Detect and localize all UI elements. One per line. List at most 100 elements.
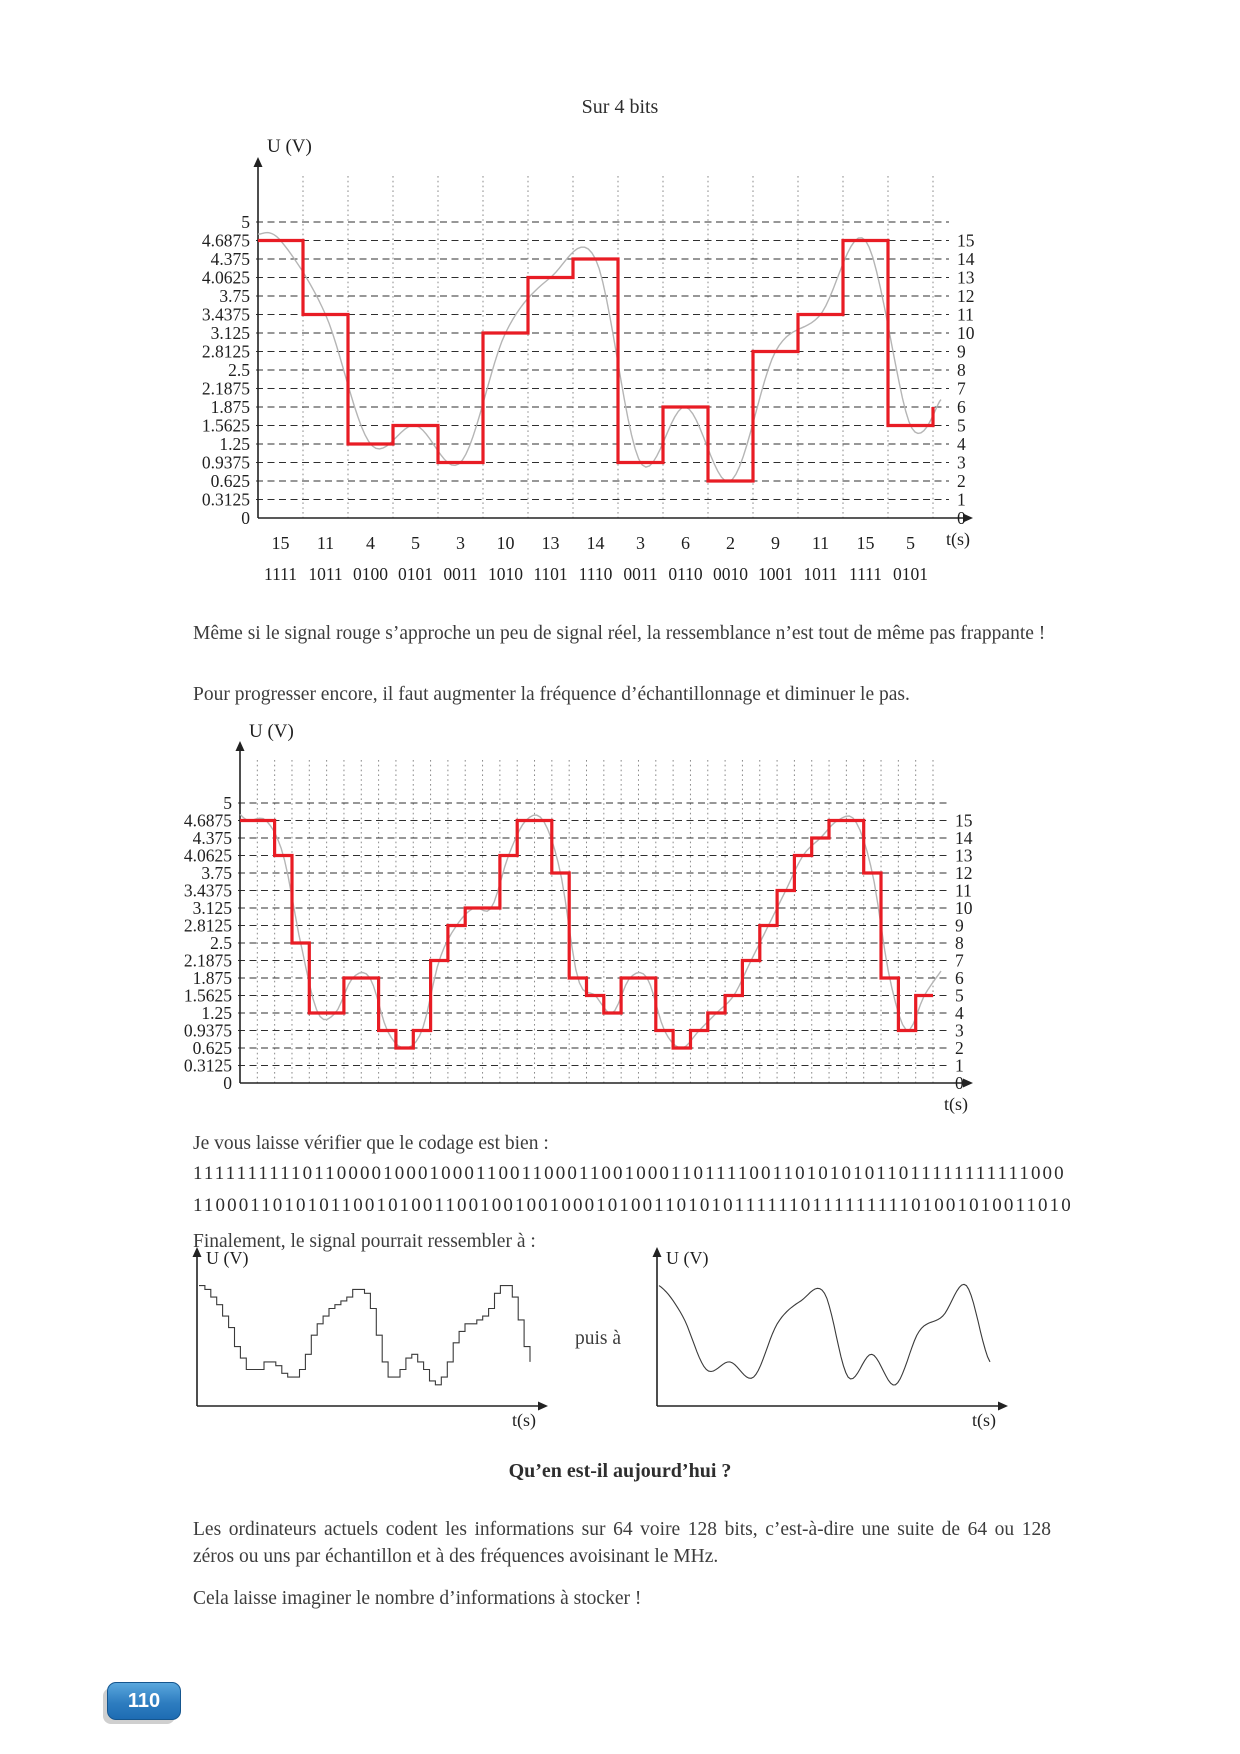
svg-text:0: 0 — [955, 1073, 964, 1093]
finally-text: Finalement, le signal pourrait ressemble… — [193, 1231, 536, 1252]
svg-text:0.625: 0.625 — [193, 1038, 233, 1058]
svg-text:1.875: 1.875 — [211, 397, 251, 417]
chart-4bits-coarse: U (V)t(s)54.68754.3754.06253.753.43753.1… — [202, 136, 975, 584]
svg-text:2: 2 — [957, 471, 966, 491]
svg-text:3.4375: 3.4375 — [202, 305, 250, 325]
svg-text:0101: 0101 — [398, 564, 433, 584]
svg-text:12: 12 — [957, 286, 975, 306]
svg-text:0010: 0010 — [713, 564, 748, 584]
svg-text:0.3125: 0.3125 — [202, 490, 250, 510]
svg-text:8: 8 — [957, 360, 966, 380]
svg-text:4.0625: 4.0625 — [184, 846, 232, 866]
puis-a-text: puis à — [575, 1328, 622, 1349]
svg-text:3: 3 — [636, 533, 645, 553]
svg-text:U (V): U (V) — [267, 136, 312, 157]
svg-text:4: 4 — [957, 434, 966, 454]
svg-text:13: 13 — [957, 268, 975, 288]
paragraph-progress: Pour progresser encore, il faut augmente… — [193, 684, 910, 705]
svg-text:2: 2 — [726, 533, 735, 553]
svg-text:13: 13 — [542, 533, 560, 553]
svg-text:5: 5 — [906, 533, 915, 553]
svg-text:4: 4 — [955, 1003, 964, 1023]
svg-text:2.1875: 2.1875 — [202, 379, 250, 399]
svg-text:11: 11 — [317, 533, 334, 553]
svg-text:0: 0 — [241, 508, 250, 528]
svg-text:6: 6 — [955, 968, 964, 988]
page-title: Sur 4 bits — [581, 96, 659, 118]
svg-text:U (V): U (V) — [249, 721, 294, 742]
svg-text:1.5625: 1.5625 — [202, 416, 250, 436]
svg-text:14: 14 — [955, 828, 973, 848]
svg-text:8: 8 — [955, 933, 964, 953]
svg-text:7: 7 — [955, 951, 964, 971]
svg-text:7: 7 — [957, 379, 966, 399]
svg-text:2.5: 2.5 — [228, 360, 250, 380]
svg-text:14: 14 — [587, 533, 605, 553]
svg-text:1.25: 1.25 — [201, 1003, 232, 1023]
svg-text:0: 0 — [957, 508, 966, 528]
svg-text:1110: 1110 — [579, 564, 613, 584]
svg-text:1.25: 1.25 — [219, 434, 250, 454]
svg-text:3.75: 3.75 — [201, 863, 232, 883]
svg-text:12: 12 — [955, 863, 973, 883]
svg-text:10: 10 — [497, 533, 515, 553]
svg-text:t(s): t(s) — [944, 1094, 968, 1115]
svg-text:t(s): t(s) — [972, 1410, 996, 1431]
svg-text:U (V): U (V) — [206, 1248, 249, 1269]
svg-text:10: 10 — [955, 898, 973, 918]
svg-text:11: 11 — [812, 533, 829, 553]
svg-text:2: 2 — [955, 1038, 964, 1058]
svg-text:0110: 0110 — [668, 564, 703, 584]
svg-text:3.125: 3.125 — [211, 323, 251, 343]
svg-text:4.6875: 4.6875 — [184, 811, 232, 831]
svg-text:1010: 1010 — [488, 564, 523, 584]
svg-text:3.125: 3.125 — [193, 898, 233, 918]
svg-text:3: 3 — [957, 453, 966, 473]
svg-text:9: 9 — [957, 342, 966, 362]
svg-text:3: 3 — [955, 1021, 964, 1041]
svg-text:1111: 1111 — [264, 564, 297, 584]
svg-text:2.1875: 2.1875 — [184, 951, 232, 971]
svg-text:1101: 1101 — [533, 564, 567, 584]
paragraph-computers: Les ordinateurs actuels codent les infor… — [193, 1519, 1051, 1567]
svg-text:1: 1 — [955, 1056, 964, 1076]
chart-4bits-fine: U (V)t(s)54.68754.3754.06253.753.43753.1… — [184, 721, 973, 1115]
section-heading-today: Qu’en est-il aujourd’hui ? — [508, 1460, 732, 1482]
svg-text:0.3125: 0.3125 — [184, 1056, 232, 1076]
svg-text:4.0625: 4.0625 — [202, 268, 250, 288]
binary-string-line1: 1111111111011000010001000110011000110010… — [193, 1163, 1066, 1184]
svg-text:t(s): t(s) — [946, 529, 970, 550]
svg-text:1.5625: 1.5625 — [184, 986, 232, 1006]
svg-text:4.375: 4.375 — [193, 828, 233, 848]
svg-text:0100: 0100 — [353, 564, 388, 584]
svg-text:0: 0 — [223, 1073, 232, 1093]
svg-text:9: 9 — [771, 533, 780, 553]
svg-text:1001: 1001 — [758, 564, 793, 584]
svg-text:0101: 0101 — [893, 564, 928, 584]
svg-text:0011: 0011 — [443, 564, 477, 584]
svg-text:0.9375: 0.9375 — [184, 1021, 232, 1041]
svg-text:15: 15 — [957, 231, 975, 251]
binary-string-line2: 1100011010101100101001100100100100010100… — [193, 1195, 1073, 1216]
svg-text:15: 15 — [857, 533, 875, 553]
svg-text:0.625: 0.625 — [211, 471, 251, 491]
svg-text:3.75: 3.75 — [219, 286, 250, 306]
svg-text:1011: 1011 — [308, 564, 342, 584]
svg-text:15: 15 — [272, 533, 290, 553]
svg-text:9: 9 — [955, 916, 964, 936]
svg-text:5: 5 — [223, 793, 232, 813]
svg-text:5: 5 — [957, 416, 966, 436]
svg-text:1011: 1011 — [803, 564, 837, 584]
paragraph-resemblance: Même si le signal rouge s’approche un pe… — [193, 623, 1046, 644]
svg-text:3: 3 — [456, 533, 465, 553]
mini-chart-smooth: U (V) t(s) — [652, 1247, 1008, 1431]
svg-text:U (V): U (V) — [666, 1248, 709, 1269]
svg-text:13: 13 — [955, 846, 973, 866]
page-number-badge: 110 — [107, 1682, 181, 1720]
svg-text:2.8125: 2.8125 — [202, 342, 250, 362]
svg-text:4.6875: 4.6875 — [202, 231, 250, 251]
svg-text:6: 6 — [681, 533, 690, 553]
svg-text:0.9375: 0.9375 — [202, 453, 250, 473]
svg-text:11: 11 — [955, 881, 972, 901]
svg-text:2.8125: 2.8125 — [184, 916, 232, 936]
